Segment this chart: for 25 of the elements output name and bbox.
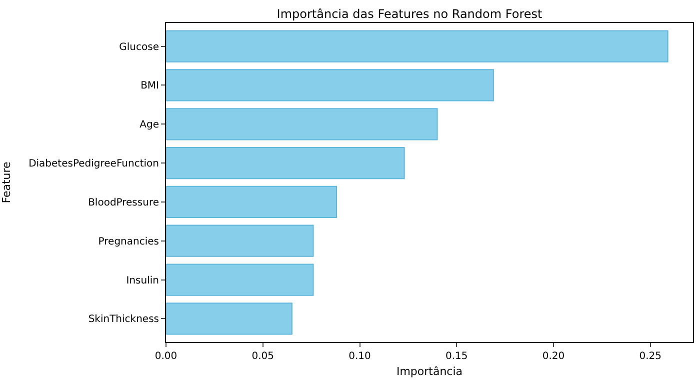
x-tick-label: 0.05	[252, 351, 274, 362]
y-tick-label: Pregnancies	[98, 236, 159, 248]
y-tick-label: SkinThickness	[88, 314, 159, 326]
bar	[166, 264, 314, 296]
y-tick-label: DiabetesPedigreeFunction	[28, 158, 159, 170]
x-axis-title: Importância	[396, 365, 463, 378]
y-tick-label: Age	[140, 120, 159, 131]
bar	[166, 146, 405, 180]
x-tick-label: 0.10	[348, 351, 371, 362]
x-tick-label: 0.15	[445, 351, 468, 362]
bar	[166, 186, 337, 218]
y-tick-label: BMI	[140, 80, 159, 92]
x-tick-label: 0.00	[154, 351, 178, 362]
bar	[166, 69, 494, 102]
bar	[166, 108, 438, 140]
y-tick-label: Glucose	[119, 42, 159, 53]
y-tick-label: BloodPressure	[88, 197, 159, 208]
y-tick-label: Insulin	[126, 275, 159, 286]
bar	[166, 224, 314, 257]
x-tick-label: 0.25	[639, 351, 662, 362]
chart-title: Importância das Features no Random Forest	[276, 6, 542, 21]
y-axis-title: Feature	[0, 161, 14, 204]
bar	[166, 302, 292, 335]
x-tick-label: 0.20	[542, 351, 565, 362]
bar	[166, 30, 668, 62]
